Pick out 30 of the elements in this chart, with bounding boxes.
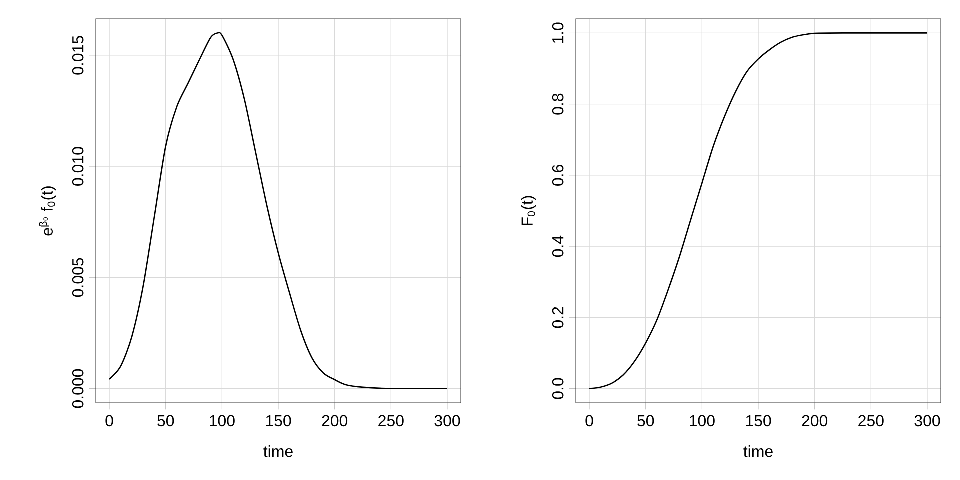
x-tick-label: 50 xyxy=(158,415,174,427)
y-tick-label: 0.2 xyxy=(552,307,564,328)
x-tick-label: 100 xyxy=(210,415,235,427)
x-tick-label: 150 xyxy=(266,415,292,427)
y-tick-label: 0.4 xyxy=(552,236,564,258)
x-tick-label: 300 xyxy=(434,415,460,427)
y-tick-label: 1.0 xyxy=(552,22,564,44)
y-tick-label: 0.8 xyxy=(552,94,564,115)
x-tick-label: 250 xyxy=(378,415,404,427)
x-tick-label: 300 xyxy=(914,415,940,427)
y-axis-title: e$^{β₀}$ f$_{0}$(t) xyxy=(39,186,56,236)
y-tick-label: 0.010 xyxy=(72,147,84,186)
y-tick-label: 0.005 xyxy=(72,258,84,298)
x-tick-label: 0 xyxy=(106,415,114,427)
y-tick-label: 0.015 xyxy=(72,36,84,75)
x-tick-label: 150 xyxy=(746,415,772,427)
x-axis-title: time xyxy=(264,446,293,458)
x-tick-label: 50 xyxy=(638,415,654,427)
y-tick-label: 0.0 xyxy=(552,378,564,400)
line-series xyxy=(588,32,928,390)
x-tick-label: 250 xyxy=(858,415,884,427)
line-series xyxy=(108,32,448,390)
y-tick-label: 0.000 xyxy=(72,369,84,408)
x-tick-label: 100 xyxy=(690,415,715,427)
x-tick-label: 200 xyxy=(802,415,828,427)
x-axis-title: time xyxy=(744,446,773,458)
x-tick-label: 200 xyxy=(322,415,348,427)
y-tick-label: 0.6 xyxy=(552,165,564,186)
x-tick-label: 0 xyxy=(586,415,594,427)
y-axis-title: F$_{0}$(t) xyxy=(521,196,536,226)
